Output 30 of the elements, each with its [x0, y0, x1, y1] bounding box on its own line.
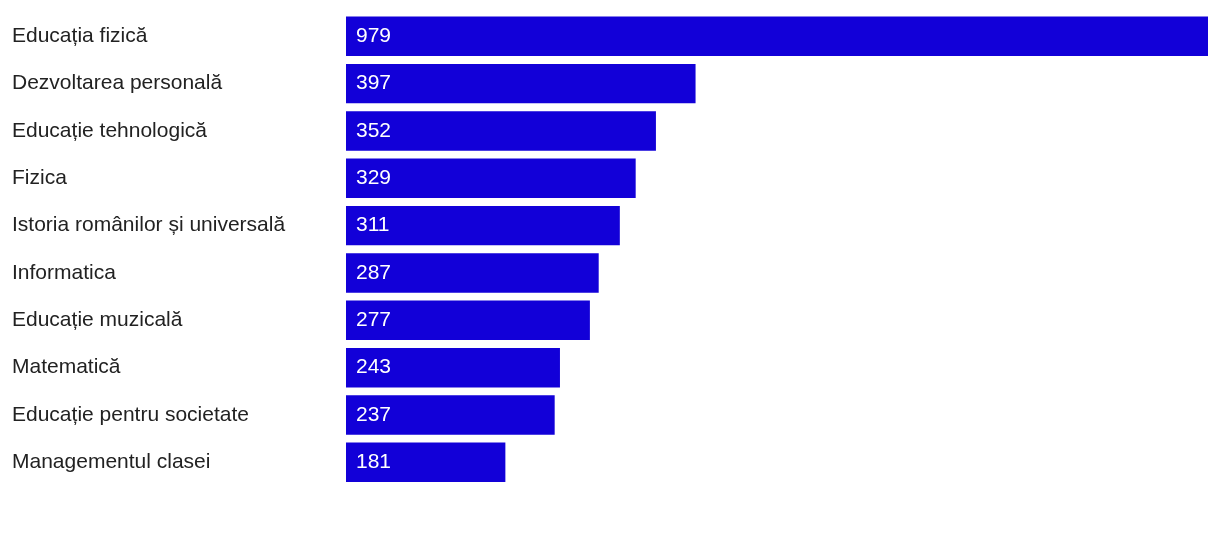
data-label: 329 — [356, 165, 392, 189]
y-tick-label: Educație muzicală — [12, 307, 183, 331]
y-tick-label: Educație pentru societate — [12, 401, 249, 425]
data-label: 311 — [356, 212, 390, 236]
data-label: 979 — [356, 23, 392, 47]
data-label: 277 — [356, 307, 392, 331]
y-tick-label: Dezvoltarea personală — [12, 70, 223, 94]
data-label: 237 — [356, 401, 392, 425]
y-tick-label: Fizica — [12, 165, 68, 189]
bar — [346, 347, 560, 388]
bar — [346, 253, 599, 293]
data-label: 181 — [356, 449, 392, 473]
y-tick-label: Educația fizică — [12, 23, 148, 47]
bar — [346, 300, 590, 341]
data-label: 243 — [356, 354, 392, 378]
y-tick-label: Matematică — [12, 354, 121, 378]
bar — [346, 442, 506, 483]
bar — [346, 205, 620, 246]
y-tick-label: Managementul clasei — [12, 449, 211, 473]
data-label: 287 — [356, 259, 392, 283]
y-tick-label: Educație tehnologică — [12, 117, 208, 141]
data-label: 397 — [356, 70, 392, 94]
bar — [346, 395, 555, 435]
bar — [346, 111, 656, 151]
y-tick-label: Istoria românilor și universală — [12, 212, 286, 236]
bar — [346, 158, 636, 199]
bar — [346, 63, 696, 104]
bar — [346, 16, 1208, 56]
y-tick-label: Informatica — [12, 259, 117, 283]
data-label: 352 — [356, 117, 392, 141]
